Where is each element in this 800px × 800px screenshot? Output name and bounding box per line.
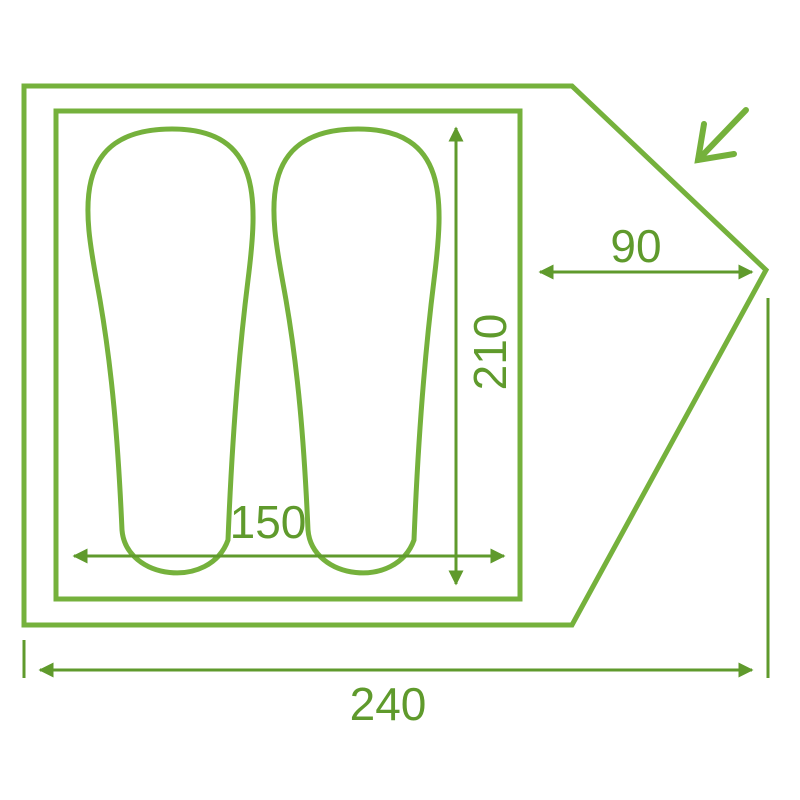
sleeping-pad-left xyxy=(85,126,256,576)
vestibule-depth-label: 90 xyxy=(610,220,661,272)
inner-width-label: 150 xyxy=(230,496,307,548)
inner-tent-outline xyxy=(53,108,523,602)
tent-outer-outline xyxy=(21,83,770,628)
total-length-label: 240 xyxy=(350,678,427,730)
arrow-down-left-icon xyxy=(694,107,749,164)
sleeping-pad-right xyxy=(271,126,442,576)
inner-length-label: 210 xyxy=(464,314,516,391)
